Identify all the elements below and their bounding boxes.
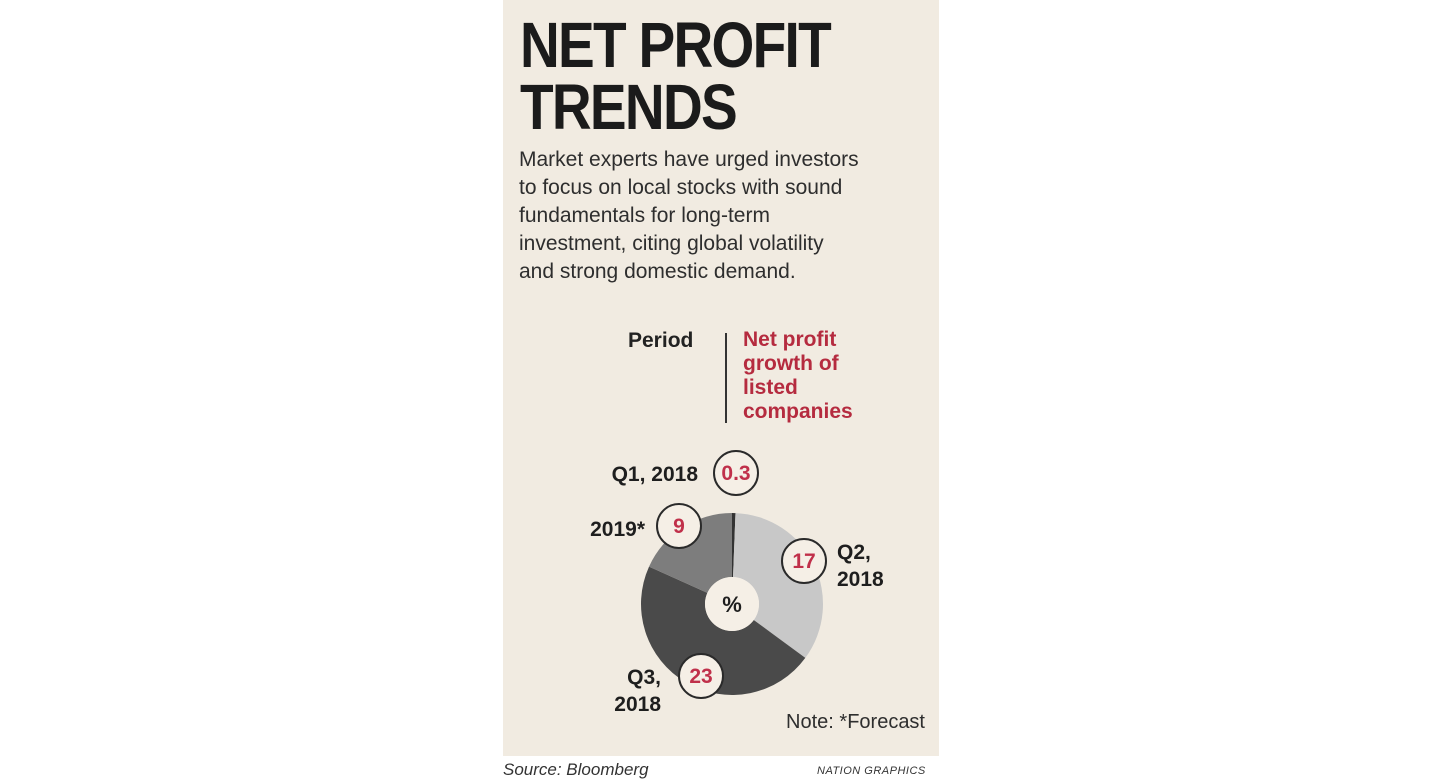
graphics-credit: NATION GRAPHICS: [817, 765, 926, 777]
donut-slice: [649, 513, 732, 593]
value-bubble: [781, 538, 827, 584]
donut-slice: [732, 513, 736, 578]
slice-period-label: 2019*: [590, 518, 646, 541]
slice-value-label: 0.3: [721, 462, 750, 485]
donut-slice: [641, 566, 806, 695]
slice-value-label: 23: [689, 665, 712, 688]
donut-chart: % 0.3 Q1, 2018 17 Q2, 2018 23 Q3, 2018 9 2019*: [590, 450, 884, 716]
description-text: Market experts have urged investors to f…: [519, 148, 859, 283]
slice-value-label: 17: [792, 550, 815, 573]
page-title: NET PROFIT TRENDS: [520, 9, 832, 143]
slice-value-label: 9: [673, 515, 685, 538]
value-bubble: [656, 503, 702, 549]
donut-hole: [705, 577, 759, 631]
infographic-panel: NET PROFIT TRENDS Market experts have ur…: [503, 0, 939, 756]
value-bubble: [678, 653, 724, 699]
center-unit-label: %: [722, 592, 742, 617]
legend-metric-label: Net profit growth of listed companies: [743, 328, 853, 423]
legend-period-label: Period: [628, 329, 694, 352]
slice-period-label: Q3, 2018: [614, 666, 661, 716]
legend-divider: [725, 333, 727, 423]
slice-period-label: Q2, 2018: [837, 541, 884, 591]
value-bubble: [713, 450, 759, 496]
forecast-note: Note: *Forecast: [786, 711, 925, 733]
source-credit: Source: Bloomberg: [503, 760, 649, 779]
slice-period-label: Q1, 2018: [612, 463, 699, 486]
